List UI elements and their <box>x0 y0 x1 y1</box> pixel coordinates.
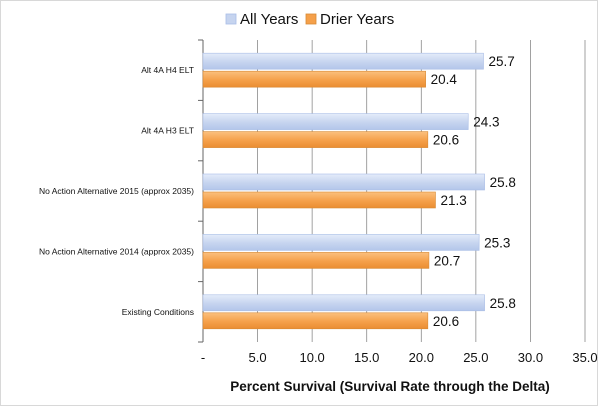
data-label-drier-years-alt-4a-h3-elt: 20.6 <box>433 133 459 148</box>
x-tick-label-5: 5.0 <box>249 350 267 365</box>
bar-drier-years-alt-4a-h4-elt <box>202 70 426 88</box>
data-label-all-years-no-action-alternative-2015-approx-2035: 25.8 <box>490 175 516 190</box>
category-axis <box>198 39 204 343</box>
bar-all-years-no-action-alternative-2014-approx-2035 <box>202 234 480 251</box>
x-tick-labels: - 5.0 10.0 15.0 20.0 25.0 30.0 35.0 <box>201 350 598 365</box>
legend-label-drier-years: Drier Years <box>320 11 394 28</box>
legend-item-drier-years: Drier Years <box>305 11 394 28</box>
data-labels: 25.7 20.4 24.3 20.6 25.8 21.3 25.3 20.7 25.8 20.6 <box>431 54 516 329</box>
data-label-all-years-no-action-alternative-2014-approx-2035: 25.3 <box>484 235 510 250</box>
bars <box>202 52 485 330</box>
legend-swatch-drier-years <box>305 13 317 25</box>
bar-all-years-alt-4a-h3-elt <box>202 113 469 130</box>
bar-all-years-existing-conditions <box>202 294 485 312</box>
x-tick-label-30: 30.0 <box>518 350 543 365</box>
data-label-drier-years-existing-conditions: 20.6 <box>433 314 459 329</box>
bar-all-years-no-action-alternative-2015-approx-2035 <box>202 173 485 191</box>
category-label-existing-conditions: Existing Conditions <box>122 307 194 317</box>
x-axis-title: Percent Survival (Survival Rate through … <box>230 379 550 394</box>
x-tick-label-35: 35.0 <box>572 350 597 365</box>
data-label-all-years-alt-4a-h4-elt: 25.7 <box>488 54 514 69</box>
legend-label-all-years: All Years <box>240 11 298 28</box>
data-label-drier-years-no-action-alternative-2014-approx-2035: 20.7 <box>434 253 460 268</box>
bar-drier-years-no-action-alternative-2015-approx-2035 <box>202 191 436 209</box>
data-label-all-years-existing-conditions: 25.8 <box>490 296 516 311</box>
legend-item-all-years: All Years <box>225 11 298 28</box>
x-tick-label-25: 25.0 <box>463 350 488 365</box>
x-tick-label-0: - <box>201 350 205 365</box>
category-label-no-action-alternative-2014-approx-2035: No Action Alternative 2014 (approx 2035) <box>39 246 194 256</box>
legend-swatch-all-years <box>225 13 237 25</box>
category-label-no-action-alternative-2015-approx-2035: No Action Alternative 2015 (approx 2035) <box>39 186 194 196</box>
bar-all-years-alt-4a-h4-elt <box>202 52 484 70</box>
data-label-drier-years-alt-4a-h4-elt: 20.4 <box>431 72 458 87</box>
gridlines <box>257 40 586 342</box>
data-label-drier-years-no-action-alternative-2015-approx-2035: 21.3 <box>440 193 466 208</box>
x-tick-label-20: 20.0 <box>409 350 434 365</box>
x-tick-label-15: 15.0 <box>354 350 379 365</box>
x-tick-label-10: 10.0 <box>299 350 324 365</box>
bar-drier-years-no-action-alternative-2014-approx-2035 <box>202 252 430 269</box>
data-label-all-years-alt-4a-h3-elt: 24.3 <box>473 115 499 130</box>
legend: All Years Drier Years <box>225 11 394 28</box>
bar-drier-years-alt-4a-h3-elt <box>202 131 429 148</box>
category-label-alt-4a-h3-elt: Alt 4A H3 ELT <box>141 126 194 136</box>
category-label-alt-4a-h4-elt: Alt 4A H4 ELT <box>141 65 194 75</box>
category-labels: Alt 4A H4 ELT Alt 4A H3 ELT No Action Alte… <box>39 65 194 317</box>
bar-drier-years-existing-conditions <box>202 312 429 330</box>
